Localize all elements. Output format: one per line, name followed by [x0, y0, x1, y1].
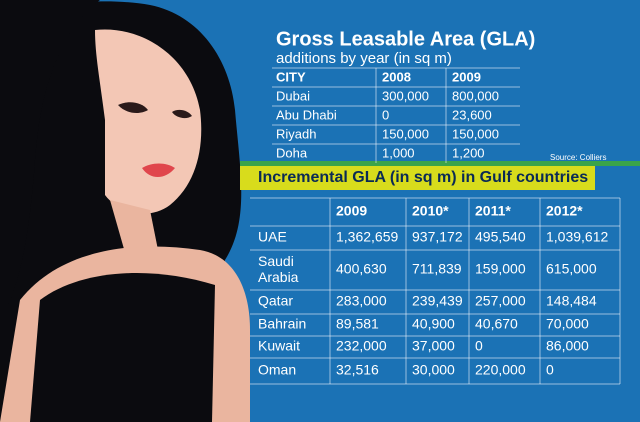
cell: Dubai: [276, 88, 310, 103]
cell: 220,000: [475, 362, 526, 378]
cell: 1,000: [382, 145, 415, 160]
cell: 86,000: [546, 338, 589, 354]
cell: 150,000: [452, 126, 499, 141]
cell: Doha: [276, 145, 308, 160]
cell: 148,484: [546, 293, 597, 309]
cell: 283,000: [336, 293, 387, 309]
cell: 70,000: [546, 316, 589, 332]
column-header: 2008: [382, 69, 411, 84]
cell: 150,000: [382, 126, 429, 141]
cell: 300,000: [382, 88, 429, 103]
cell: 1,039,612: [546, 229, 608, 245]
row-label: Kuwait: [258, 338, 300, 354]
cell: 159,000: [475, 261, 526, 277]
cell: Riyadh: [276, 126, 316, 141]
row-label: Saudi Arabia: [258, 253, 299, 285]
table1-title: Gross Leasable Area (GLA): [276, 28, 535, 50]
column-header: 2012*: [546, 203, 583, 219]
cell: 0: [475, 338, 483, 354]
cell: 239,439: [412, 293, 463, 309]
table1-subtitle: additions by year (in sq m): [276, 50, 452, 67]
cell: 32,516: [336, 362, 379, 378]
table2-title: Incremental GLA (in sq m) in Gulf countr…: [258, 169, 588, 186]
cell: Abu Dhabi: [276, 107, 337, 122]
row-label: Qatar: [258, 293, 293, 309]
cell: 232,000: [336, 338, 387, 354]
row-label: Bahrain: [258, 316, 306, 332]
cell: 37,000: [412, 338, 455, 354]
illustration: [0, 0, 250, 422]
yellow-band: [240, 166, 595, 190]
cell: 30,000: [412, 362, 455, 378]
cell: 0: [546, 362, 554, 378]
column-header: 2010*: [412, 203, 449, 219]
cell: 23,600: [452, 107, 492, 122]
cell: 40,900: [412, 316, 455, 332]
cell: 1,200: [452, 145, 485, 160]
cell: 937,172: [412, 229, 463, 245]
column-header: CITY: [276, 69, 306, 84]
cell: 0: [382, 107, 389, 122]
cell: 40,670: [475, 316, 518, 332]
source: Source: Colliers: [550, 153, 606, 162]
column-header: 2009: [336, 203, 367, 219]
cell: 257,000: [475, 293, 526, 309]
cell: 615,000: [546, 261, 597, 277]
row-label: UAE: [258, 229, 287, 245]
cell: 800,000: [452, 88, 499, 103]
green-stripe: [240, 161, 640, 166]
row-label: Oman: [258, 362, 296, 378]
cell: 1,362,659: [336, 229, 398, 245]
cell: 400,630: [336, 261, 387, 277]
column-header: 2009: [452, 69, 481, 84]
cell: 711,839: [412, 261, 462, 277]
cell: 89,581: [336, 316, 379, 332]
cell: 495,540: [475, 229, 526, 245]
column-header: 2011*: [475, 203, 511, 219]
